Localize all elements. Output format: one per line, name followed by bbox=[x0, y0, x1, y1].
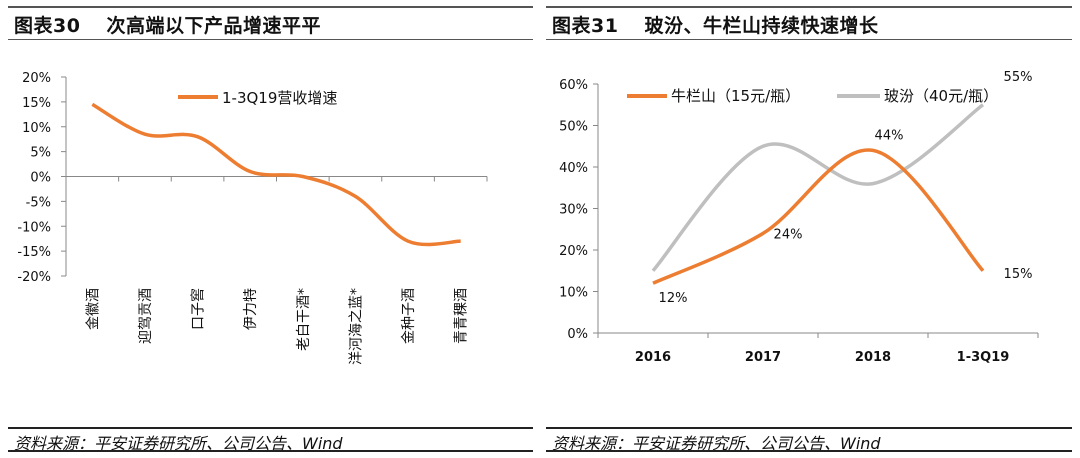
source-rule bbox=[8, 427, 533, 429]
data-label: 12% bbox=[659, 291, 688, 306]
y-tick-label: 5% bbox=[30, 146, 51, 161]
x-tick-label: 口子窖 bbox=[190, 288, 207, 330]
y-tick-label: -5% bbox=[26, 195, 51, 210]
series-line-1 bbox=[651, 103, 985, 272]
left-figure: 图表30 次高端以下产品增速平平 资料来源：平安证券研究所、公司公告、Wind bbox=[8, 0, 533, 458]
x-tick-label: 2016 bbox=[635, 350, 671, 365]
figure-caption: 次高端以下产品增速平平 bbox=[106, 15, 321, 37]
right-figure: 图表31 玻汾、牛栏山持续快速增长 资料来源：平安证券研究所、公司公告、Wind bbox=[546, 0, 1072, 458]
title-rule bbox=[546, 39, 1072, 40]
x-tick-label: 2018 bbox=[855, 350, 891, 365]
data-label: 55% bbox=[1004, 70, 1033, 85]
top-rule bbox=[546, 6, 1072, 8]
x-tick-label: 金徽酒 bbox=[85, 288, 101, 330]
legend-label: 1-3Q19营收增速 bbox=[222, 89, 337, 107]
legend-label-bofen: 玻汾（40元/瓶） bbox=[884, 87, 998, 105]
bottom-rule bbox=[546, 450, 1072, 452]
right-chart: 60% 50% 40% 30% 20% 10% 0% 2016 2017 2018 1-3Q19 55… bbox=[559, 70, 1039, 365]
bottom-rule bbox=[8, 450, 533, 452]
y-tick-label: 50% bbox=[559, 120, 588, 135]
y-tick-label: 60% bbox=[559, 78, 588, 93]
y-tick-label: 10% bbox=[559, 286, 588, 301]
legend-label-niulanshan: 牛栏山（15元/瓶） bbox=[671, 87, 800, 105]
left-chart: 20% 15% 10% 5% 0% -5% -10% -15% -20% 金徽酒 迎驾贡酒 口子窖 伊力… bbox=[17, 71, 488, 365]
x-tick-label: 2017 bbox=[745, 350, 781, 365]
y-tick-label: -10% bbox=[17, 220, 51, 235]
source-note: 资料来源：平安证券研究所、公司公告、Wind bbox=[552, 434, 881, 453]
y-tick-label: 10% bbox=[22, 121, 51, 136]
y-tick-label: 20% bbox=[559, 244, 588, 259]
y-tick-label: 0% bbox=[567, 327, 588, 342]
top-rule bbox=[8, 6, 533, 8]
x-tick-label: 迎驾贡酒 bbox=[138, 288, 154, 344]
figure-number: 图表31 bbox=[552, 15, 619, 37]
y-tick-label: 30% bbox=[559, 203, 588, 218]
x-tick-label: 1-3Q19 bbox=[957, 350, 1010, 365]
x-tick-label: 伊力特 bbox=[243, 288, 259, 330]
y-tick-label: -15% bbox=[17, 245, 51, 260]
figure-title: 图表30 次高端以下产品增速平平 bbox=[14, 11, 321, 38]
y-tick-label: 15% bbox=[22, 96, 51, 111]
figure-caption: 玻汾、牛栏山持续快速增长 bbox=[644, 15, 879, 37]
figure-title: 图表31 玻汾、牛栏山持续快速增长 bbox=[552, 11, 878, 38]
source-rule bbox=[546, 427, 1072, 429]
figure-number: 图表30 bbox=[14, 15, 81, 37]
y-tick-label: 40% bbox=[559, 161, 588, 176]
x-tick-label: 金种子酒 bbox=[401, 288, 417, 344]
data-label: 44% bbox=[875, 128, 904, 143]
source-note: 资料来源：平安证券研究所、公司公告、Wind bbox=[14, 434, 343, 453]
data-label: 15% bbox=[1004, 267, 1033, 282]
x-tick-label: 青青稞酒 bbox=[454, 288, 470, 344]
series-line bbox=[91, 102, 461, 247]
x-tick-label: 老白干酒* bbox=[296, 288, 312, 351]
data-label: 24% bbox=[774, 227, 803, 242]
y-tick-label: -20% bbox=[17, 270, 51, 285]
series-line-0 bbox=[652, 148, 985, 285]
y-tick-label: 0% bbox=[30, 171, 51, 186]
title-rule bbox=[8, 39, 533, 40]
y-tick-label: 20% bbox=[22, 71, 51, 86]
x-tick-label: 洋河海之蓝* bbox=[348, 288, 364, 365]
